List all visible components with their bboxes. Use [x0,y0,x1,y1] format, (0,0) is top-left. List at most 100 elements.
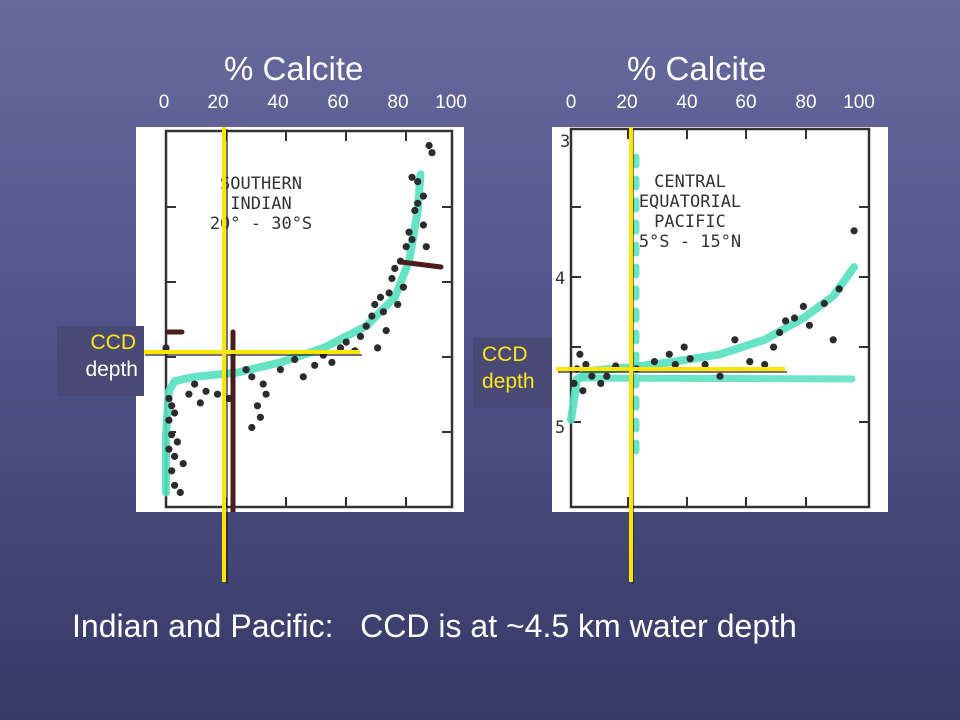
data-point [597,379,605,387]
data-point [394,300,402,309]
tick-label: 0 [565,92,577,113]
data-point [165,445,173,453]
data-point [311,361,319,369]
data-point [196,399,204,407]
tick-label: 40 [267,92,289,113]
data-point [202,387,210,395]
data-point [242,366,250,374]
data-point [650,358,658,366]
depth-tick-label: 5 [555,418,565,438]
ccd-label-line1: CCD [90,331,137,354]
data-point [165,416,173,424]
data-points [570,227,858,395]
depth-tick-label: 3 [560,132,570,152]
data-point [799,302,807,310]
data-point [179,460,187,468]
data-point [336,344,345,352]
data-point [835,285,843,293]
tick-label: 0 [158,92,170,113]
data-point [171,409,179,417]
data-point [761,360,769,369]
data-point [731,336,739,344]
data-point [770,343,778,351]
data-point [665,350,673,358]
data-point [680,343,688,351]
tick-label: 100 [435,92,467,113]
data-point [686,355,694,363]
data-point [368,312,376,320]
frame-ticks [166,131,452,507]
data-point [746,358,754,366]
smudge-marks [165,259,444,512]
data-point [408,173,416,181]
data-point [633,365,641,373]
ccd-label-line2: depth [85,358,138,381]
data-point [328,358,336,366]
data-point [374,344,382,352]
data-point [716,372,724,380]
data-point [850,227,858,235]
data-points [162,141,436,497]
slide-caption: Indian and Pacific: CCD is at ~4.5 km wa… [72,608,797,644]
right-tick-labels: 0 20 40 60 80 100 [0,92,900,118]
data-point [419,192,427,200]
region-label-line: INDIAN [230,194,291,214]
tick-label: 20 [207,92,229,113]
data-point [388,274,396,283]
data-point [299,373,307,381]
data-point [351,347,359,355]
data-point [185,390,193,398]
data-point [570,379,578,387]
data-point [256,413,264,421]
indian-scatter-plot: SOUTHERN INDIAN 20° - 30°S [162,129,454,512]
data-point [428,149,436,157]
data-point [168,402,176,410]
tick-label: 80 [387,92,409,113]
data-point [576,350,584,358]
data-point [425,141,433,150]
data-point [382,327,390,335]
data-point [422,243,430,251]
data-point [776,328,784,337]
data-point [612,362,620,370]
region-label-line: PACIFIC [654,212,726,232]
data-point [162,344,170,352]
data-point [171,481,179,489]
data-point [385,289,393,297]
data-point [176,488,184,497]
tick-label: 100 [843,92,875,113]
plot-frame [164,129,454,509]
tick-label: 80 [795,92,817,113]
data-point [671,360,679,369]
indian-plot-panel: SOUTHERN INDIAN 20° - 30°S [136,127,464,512]
secondary-trend [578,153,856,461]
data-point [291,355,299,364]
ccd-depth-label-right: CCD depth [473,338,552,408]
data-point [168,467,176,475]
data-point [379,308,387,316]
region-label-line: SOUTHERN [220,174,302,194]
data-point [319,351,327,359]
region-label-line: EQUATORIAL [639,192,741,212]
data-point [191,380,199,388]
left-axis-title: % Calcite [224,50,364,87]
data-point [701,360,709,369]
frame-ticks [571,129,869,507]
data-point [411,206,419,215]
trend-curve [567,263,859,424]
ccd-label-line2: depth [482,370,535,393]
data-point [168,431,176,439]
data-point [262,390,270,398]
data-point [805,321,813,329]
ccd-depth-label-left: CCD depth [57,326,144,396]
ccd-label-line1: CCD [482,343,528,366]
data-point [820,299,828,308]
data-point [371,300,379,309]
data-point [829,336,837,344]
region-label-line: CENTRAL [654,172,726,192]
data-point [171,452,179,460]
data-point [376,293,385,301]
data-point [603,372,611,380]
data-point [414,199,422,207]
data-point [248,373,256,381]
